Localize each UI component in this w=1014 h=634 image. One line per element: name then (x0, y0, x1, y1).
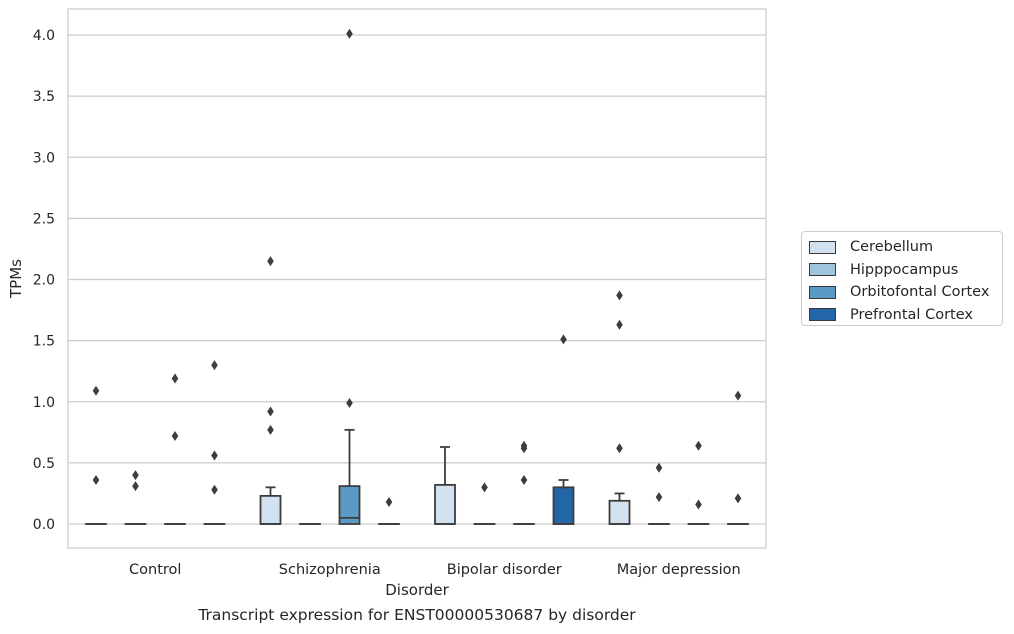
box-body (259, 494, 282, 525)
x-axis-label: Disorder (385, 581, 449, 599)
y-tick-label: 0.5 (33, 456, 55, 472)
outlier-point (616, 443, 623, 454)
y-tick-label: 2.5 (33, 211, 55, 227)
legend-label: Cerebellum (850, 239, 934, 256)
outlier-point (385, 496, 393, 507)
legend-item: Cerebellum (809, 236, 1002, 259)
outlier-point (211, 360, 218, 371)
legend-label: Orbitofontal Cortex (850, 284, 990, 301)
y-tick-label: 1.5 (33, 334, 55, 350)
chart-caption: Transcript expression for ENST0000053068… (198, 606, 636, 624)
outlier-point (132, 470, 139, 481)
x-tick-label: Schizophrenia (279, 562, 381, 578)
box-body (552, 486, 575, 525)
outlier-point (734, 493, 742, 504)
outlier-point (695, 499, 702, 510)
box-cerebellum (259, 486, 282, 525)
box-series (85, 428, 749, 525)
outlier-point (211, 450, 218, 461)
legend-swatch (809, 285, 836, 299)
y-tick-label: 1.0 (33, 395, 55, 411)
legend-label: Prefrontal Cortex (850, 306, 973, 323)
outlier-point (520, 474, 528, 485)
outlier-point (132, 481, 139, 492)
x-tick-label: Major depression (617, 562, 741, 578)
legend-swatch (809, 240, 836, 254)
legend-swatch (809, 263, 836, 277)
legend-label: Hipppocampus (850, 261, 959, 278)
plot-frame (67, 8, 767, 549)
legend-swatch (809, 308, 836, 322)
gridlines (68, 34, 766, 525)
outlier-point (211, 484, 218, 495)
legend-item: Hipppocampus (809, 259, 1002, 282)
outlier-point (346, 28, 353, 39)
y-tick-label: 3.0 (33, 150, 55, 166)
outlier-point (346, 397, 353, 408)
outlier-point (616, 290, 623, 301)
outlier-point (655, 492, 663, 503)
x-tick-label: Bipolar disorder (447, 562, 562, 578)
y-axis-ticks: 0.0 0.5 1.0 1.5 2.0 2.5 3.0 3.5 4.0 (33, 28, 55, 533)
box-orbitofontal-cortex (338, 428, 361, 525)
outlier-point (92, 474, 100, 485)
outlier-point (695, 440, 702, 451)
outlier-point (520, 443, 528, 454)
y-tick-label: 2.0 (33, 273, 55, 289)
box-body (608, 499, 631, 525)
outlier-point (481, 482, 488, 493)
legend-item: Prefrontal Cortex (809, 304, 1002, 327)
box-body (434, 483, 456, 525)
y-tick-label: 0.0 (33, 517, 55, 533)
outlier-point (267, 406, 274, 417)
legend-item: Orbitofontal Cortex (809, 281, 1002, 304)
outlier-point (92, 385, 100, 396)
box-prefrontal-cortex (552, 479, 575, 525)
x-axis-ticks: Control Schizophrenia Bipolar disorder Majo… (129, 562, 741, 578)
outlier-point (171, 373, 179, 384)
x-tick-label: Control (129, 562, 181, 578)
outlier-point (655, 462, 663, 473)
box-cerebellum (608, 492, 631, 525)
box-cerebellum (434, 446, 456, 525)
y-tick-label: 3.5 (33, 89, 55, 105)
outlier-point (616, 319, 623, 330)
outlier-points (92, 28, 742, 510)
outlier-point (267, 424, 274, 435)
outlier-point (171, 430, 179, 441)
outlier-point (560, 334, 567, 345)
y-axis-label: TPMs (7, 259, 25, 299)
y-tick-label: 4.0 (33, 28, 55, 44)
outlier-point (267, 256, 274, 267)
legend: Cerebellum Hipppocampus Orbitofontal Corte… (801, 231, 1003, 326)
outlier-point (734, 390, 742, 401)
